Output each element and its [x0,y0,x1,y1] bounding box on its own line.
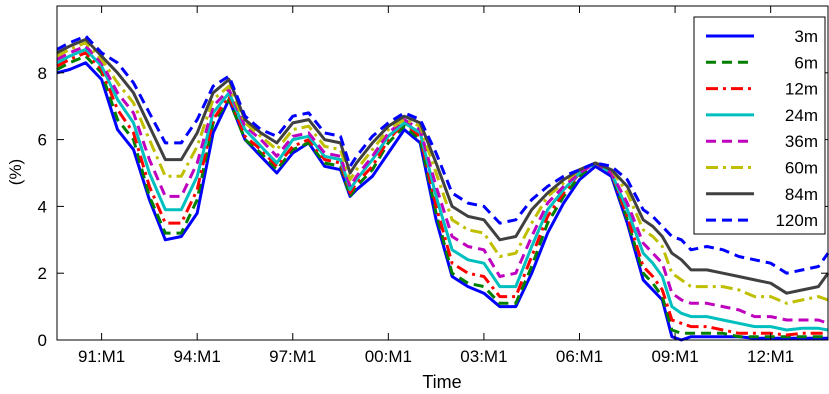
x-tick-label: 97:M1 [269,347,316,366]
x-tick-label: 91:M1 [78,347,125,366]
plot-area-frame [56,5,829,341]
legend-label-12m: 12m [785,80,818,99]
legend-label-24m: 24m [785,106,818,125]
legend-box [693,16,826,235]
series-lines [56,34,829,342]
legend: 3m 6m 12m 24m 36m 60m 84m 120m [693,16,826,235]
y-tick-label: 0 [38,331,47,350]
x-tick-label: 09:M1 [651,347,698,366]
legend-label-84m: 84m [785,185,818,204]
y-axis-label: (%) [6,159,25,185]
series-line-60m [56,41,829,305]
x-axis-ticks: 91:M1 94:M1 97:M1 00:M1 03:M1 06:M1 09:M1 12:M1 [78,6,794,366]
series-line-6m [56,54,828,339]
legend-label-3m: 3m [794,27,818,46]
x-tick-label: 06:M1 [556,347,603,366]
y-tick-label: 4 [38,197,47,216]
legend-label-120m: 120m [775,211,818,230]
series-line-3m [56,61,828,342]
legend-label-36m: 36m [785,132,818,151]
x-tick-label: 00:M1 [365,347,412,366]
series-line-12m [56,51,828,337]
y-tick-label: 6 [38,131,47,150]
x-tick-label: 03:M1 [460,347,507,366]
series-line-24m [56,47,829,332]
series-line-36m [56,44,829,325]
series-line-120m [56,34,829,275]
y-tick-label: 2 [38,264,47,283]
x-tick-label: 94:M1 [174,347,221,366]
y-axis-ticks: 0 2 4 6 8 [38,64,828,350]
legend-label-60m: 60m [785,159,818,178]
x-axis-label: Time [422,372,461,392]
y-tick-label: 8 [38,64,47,83]
legend-label-6m: 6m [794,53,818,72]
x-tick-label: 12:M1 [747,347,794,366]
series-line-84m [56,37,829,295]
